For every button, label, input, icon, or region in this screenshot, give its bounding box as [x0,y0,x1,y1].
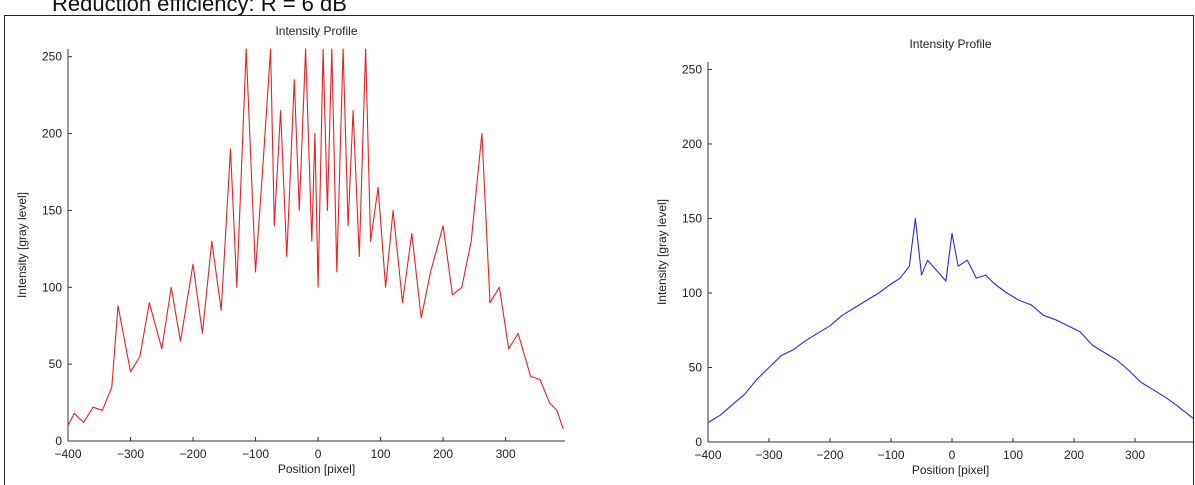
right-x-axis-label: Position [pixel] [912,463,989,477]
left-x-tick-label: 200 [433,447,453,461]
right-y-tick-label: 150 [682,211,702,225]
right-x-tick-label: 0 [949,448,956,462]
chart-caption: Reduction efficiency: R = 6 dB [52,0,347,16]
left-y-tick-label: 150 [42,203,62,217]
left-y-axis-label: Intensity [gray level] [15,192,29,298]
right-x-tick-label: 300 [1125,448,1145,462]
left-x-tick-label: 300 [496,447,516,461]
right-y-tick-label: 200 [682,137,702,151]
right-x-tick-label: −200 [816,448,843,462]
right-x-tick-label: 200 [1064,448,1084,462]
right-x-tick-label: −300 [755,448,782,462]
left-x-axis-label: Position [pixel] [278,462,355,476]
left-chart-title: Intensity Profile [275,24,357,38]
left-x-tick-label: −300 [117,447,144,461]
left-x-tick-label: −200 [180,447,207,461]
right-intensity-line [707,217,1194,424]
left-x-tick-label: 100 [371,447,391,461]
figure-frame [4,15,1194,485]
left-intensity-line [67,48,564,429]
left-y-tick-label: 50 [49,357,63,371]
right-y-tick-label: 100 [682,286,702,300]
left-x-tick-label: −400 [54,447,81,461]
left-y-tick-label: 200 [42,127,62,141]
right-x-tick-label: −400 [694,448,721,462]
right-x-tick-label: 100 [1003,448,1023,462]
right-y-tick-label: 0 [695,435,702,449]
right-chart-title: Intensity Profile [909,37,991,51]
left-x-tick-label: 0 [315,447,322,461]
right-y-tick-label: 50 [689,360,703,374]
right-y-tick-label: 250 [682,62,702,76]
left-y-tick-label: 0 [55,434,62,448]
right-x-tick-label: −100 [878,448,905,462]
left-y-tick-label: 100 [42,280,62,294]
left-x-tick-label: −100 [242,447,269,461]
left-y-tick-label: 250 [42,50,62,64]
right-y-axis-label: Intensity [gray level] [655,199,669,305]
